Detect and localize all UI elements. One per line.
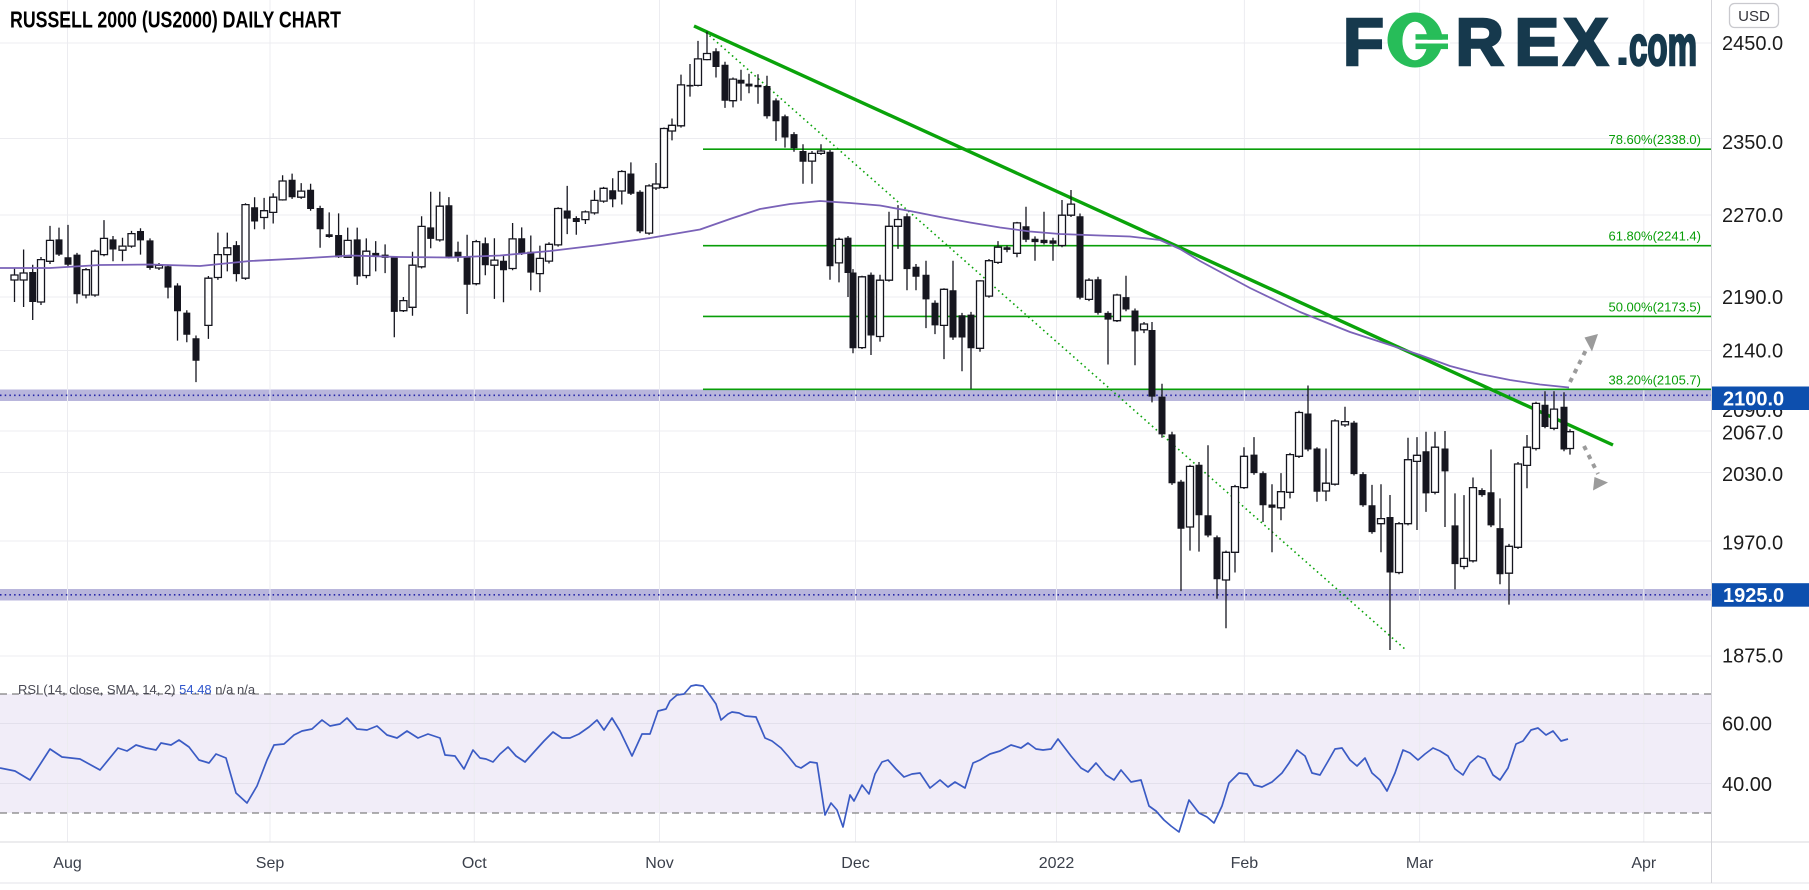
svg-text:USD: USD	[1738, 8, 1770, 25]
svg-text:Aug: Aug	[53, 855, 81, 872]
svg-text:2270.0: 2270.0	[1722, 205, 1783, 227]
svg-text:Sep: Sep	[256, 855, 285, 872]
svg-text:Feb: Feb	[1231, 855, 1259, 872]
svg-text:RUSSELL 2000 (US2000) DAILY CH: RUSSELL 2000 (US2000) DAILY CHART	[10, 7, 341, 33]
svg-text:R: R	[1456, 5, 1504, 80]
svg-text:2140.0: 2140.0	[1722, 341, 1783, 363]
svg-text:F: F	[1343, 5, 1384, 80]
svg-text:1875.0: 1875.0	[1722, 646, 1783, 668]
svg-text:X: X	[1564, 5, 1609, 80]
svg-text:2022: 2022	[1039, 855, 1075, 872]
svg-text:50.00%(2173.5): 50.00%(2173.5)	[1608, 299, 1701, 314]
svg-text:1925.0: 1925.0	[1723, 585, 1784, 607]
svg-text:60.00: 60.00	[1722, 714, 1772, 736]
svg-text:2100.0: 2100.0	[1723, 389, 1784, 411]
svg-text:com: com	[1629, 14, 1697, 77]
svg-text:61.80%(2241.4): 61.80%(2241.4)	[1608, 229, 1701, 244]
svg-text:78.60%(2338.0): 78.60%(2338.0)	[1608, 132, 1701, 147]
svg-text:2067.0: 2067.0	[1722, 423, 1783, 445]
svg-text:Dec: Dec	[841, 855, 869, 872]
svg-text:40.00: 40.00	[1722, 774, 1772, 796]
svg-text:38.20%(2105.7): 38.20%(2105.7)	[1608, 372, 1701, 387]
svg-text:Nov: Nov	[645, 855, 673, 872]
svg-text:RSI (14, close, SMA, 14, 2) 54: RSI (14, close, SMA, 14, 2) 54.48 n/a n/…	[18, 682, 256, 697]
svg-text:2030.0: 2030.0	[1722, 464, 1783, 486]
svg-text:2450.0: 2450.0	[1722, 33, 1783, 55]
svg-text:E: E	[1515, 5, 1560, 80]
svg-text:1970.0: 1970.0	[1722, 533, 1783, 555]
svg-text:2350.0: 2350.0	[1722, 132, 1783, 154]
svg-text:Apr: Apr	[1631, 855, 1657, 872]
svg-text:Mar: Mar	[1406, 855, 1434, 872]
svg-text:Oct: Oct	[462, 855, 487, 872]
svg-text:2190.0: 2190.0	[1722, 287, 1783, 309]
